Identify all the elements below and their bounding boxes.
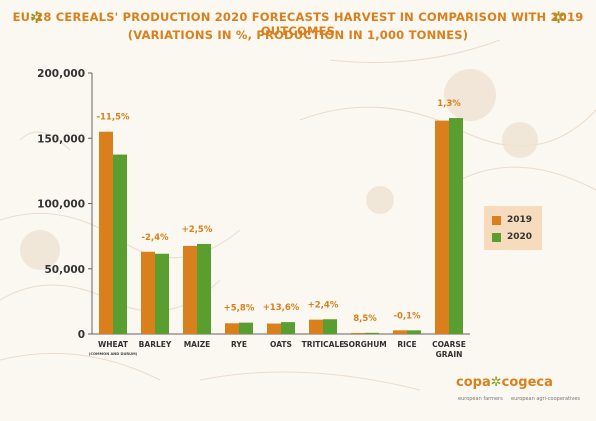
chart-legend: 2019 2020	[484, 206, 542, 250]
bar-2019	[141, 251, 155, 334]
bar-2020	[449, 118, 463, 335]
variation-label: +2,5%	[182, 225, 213, 235]
y-tick-label: 150,000	[37, 133, 85, 145]
logo-sub-left: european farmers	[458, 396, 503, 402]
bar-2020	[323, 319, 337, 334]
bar-2020	[239, 322, 253, 334]
variation-label: +5,8%	[224, 304, 255, 314]
copa-cogeca-logo: copa✲cogeca	[456, 375, 553, 390]
bar-2020	[407, 330, 421, 334]
logo-copa: copa	[456, 375, 491, 390]
legend-label-2020: 2020	[507, 232, 533, 242]
x-tick-label: TRITICALE	[302, 340, 345, 349]
x-tick-label: GRAIN	[436, 350, 463, 359]
x-tick-note: (COMMON AND DURUM)	[89, 352, 138, 356]
y-tick-label: 50,000	[44, 264, 85, 276]
chart-subtitle: (VARIATIONS IN %, PRODUCTION IN 1,000 TO…	[127, 28, 469, 42]
bar-2020	[281, 322, 295, 334]
y-tick-label: 0	[78, 329, 85, 341]
flower-icon: ✲	[552, 8, 566, 27]
y-tick-label: 200,000	[37, 68, 85, 80]
variation-label: -2,4%	[141, 233, 169, 243]
bar-2019	[267, 323, 281, 334]
bar-2019	[393, 330, 407, 334]
x-tick-label: SORGHUM	[343, 340, 387, 349]
variation-label: -11,5%	[96, 113, 129, 123]
bar-2020	[197, 243, 211, 334]
logo-sub-right: european agri-cooperatives	[511, 396, 581, 402]
x-tick-label: OATS	[270, 340, 292, 349]
bar-2019	[99, 131, 113, 334]
legend-item-2020: 2020	[492, 231, 532, 243]
logo-star-icon: ✲	[490, 375, 502, 390]
legend-swatch-2020	[492, 232, 501, 242]
x-tick-label: WHEAT	[98, 340, 129, 349]
flower-icon: ✲	[30, 8, 44, 27]
legend-swatch-2019	[492, 215, 501, 225]
variation-label: 8,5%	[353, 314, 377, 324]
bar-2019	[351, 332, 365, 334]
bar-2019	[183, 245, 197, 334]
x-tick-label: COARSE	[432, 340, 466, 349]
bar-2019	[309, 319, 323, 334]
variation-label: +2,4%	[308, 300, 339, 310]
variation-label: 1,3%	[437, 99, 461, 109]
bar-2020	[365, 332, 379, 334]
bar-2020	[113, 154, 127, 334]
legend-label-2019: 2019	[507, 215, 533, 225]
x-tick-label: BARLEY	[139, 340, 172, 349]
x-tick-label: MAIZE	[184, 340, 211, 349]
bar-2019	[225, 323, 239, 334]
variation-label: +13,6%	[263, 303, 300, 313]
x-tick-label: RICE	[397, 340, 416, 349]
chart-title: EU-28 CEREALS' PRODUCTION 2020 FORECASTS…	[12, 10, 584, 38]
y-tick-label: 100,000	[37, 199, 85, 211]
variation-label: -0,1%	[393, 311, 421, 321]
logo-cogeca: cogeca	[501, 375, 553, 390]
bar-2020	[155, 253, 169, 334]
legend-item-2019: 2019	[492, 214, 532, 226]
bar-2019	[435, 120, 449, 334]
x-tick-label: RYE	[231, 340, 247, 349]
